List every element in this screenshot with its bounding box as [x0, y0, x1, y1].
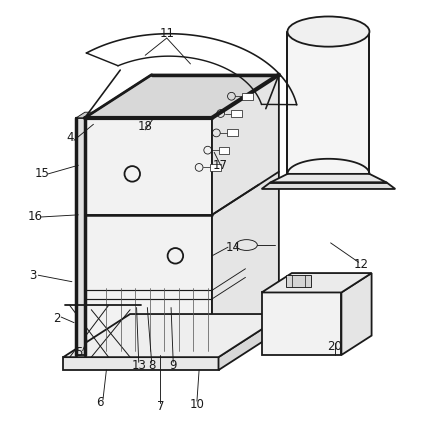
Text: 18: 18 — [138, 120, 153, 133]
Text: 20: 20 — [327, 340, 342, 353]
Text: 4: 4 — [66, 131, 73, 144]
Text: 9: 9 — [170, 359, 177, 372]
Bar — [242, 93, 253, 100]
Text: 2: 2 — [53, 312, 61, 325]
Polygon shape — [341, 273, 371, 355]
Text: 5: 5 — [75, 346, 82, 359]
Text: 8: 8 — [148, 359, 155, 372]
Text: 13: 13 — [131, 359, 146, 372]
Polygon shape — [218, 314, 285, 370]
Polygon shape — [85, 118, 212, 355]
Text: 16: 16 — [28, 210, 43, 224]
Bar — [210, 164, 221, 171]
Text: 11: 11 — [159, 27, 174, 40]
Text: 12: 12 — [353, 258, 368, 271]
Text: 14: 14 — [226, 241, 241, 254]
Text: 3: 3 — [29, 269, 37, 282]
Polygon shape — [212, 75, 279, 355]
Polygon shape — [63, 314, 285, 357]
Polygon shape — [285, 275, 311, 286]
Ellipse shape — [288, 16, 369, 47]
Polygon shape — [288, 32, 369, 174]
Polygon shape — [85, 75, 279, 118]
Text: 7: 7 — [156, 400, 164, 413]
Bar — [218, 147, 229, 154]
Polygon shape — [262, 293, 341, 355]
Polygon shape — [63, 357, 218, 370]
Text: 6: 6 — [96, 396, 104, 409]
Polygon shape — [262, 183, 395, 189]
Ellipse shape — [236, 240, 257, 250]
Polygon shape — [262, 273, 371, 293]
Polygon shape — [270, 174, 387, 183]
Text: 17: 17 — [213, 159, 228, 172]
Text: 15: 15 — [34, 168, 49, 181]
Bar — [227, 129, 238, 136]
Polygon shape — [76, 118, 85, 355]
Polygon shape — [76, 112, 94, 118]
Text: 10: 10 — [190, 398, 205, 411]
Bar — [232, 110, 242, 117]
